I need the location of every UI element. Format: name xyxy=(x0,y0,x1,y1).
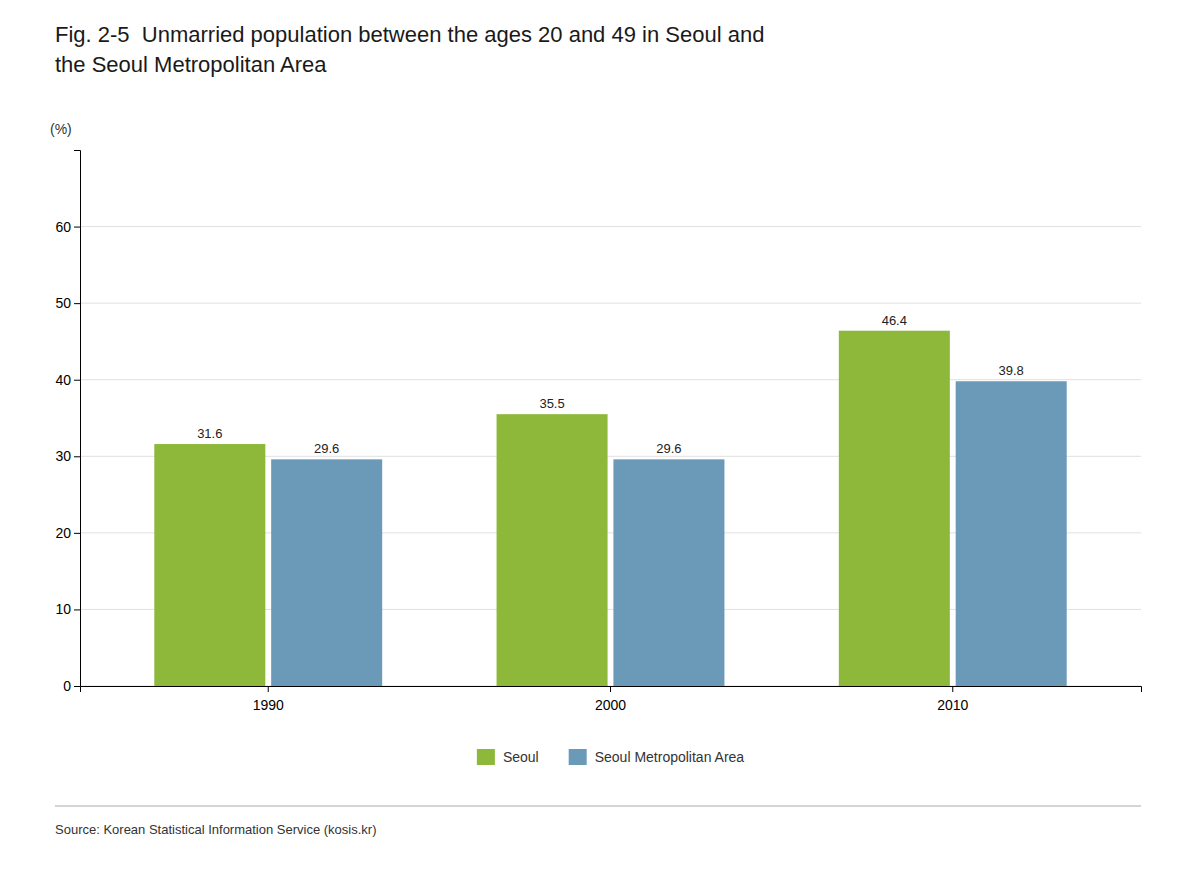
bar xyxy=(613,459,724,686)
legend-label: Seoul Metropolitan Area xyxy=(595,749,745,765)
series xyxy=(154,331,950,686)
grid-line xyxy=(80,303,1141,304)
y-tick-mark xyxy=(74,456,80,457)
y-tick: 60 xyxy=(55,219,80,235)
y-tick-label: 60 xyxy=(55,219,71,235)
y-axis-line xyxy=(74,151,81,687)
y-tick-label: 40 xyxy=(55,372,71,388)
y-tick-label: 0 xyxy=(63,678,71,694)
x-tick-label: 2000 xyxy=(595,697,626,713)
x-tick: 1990 xyxy=(253,686,284,713)
legend-swatch xyxy=(569,749,587,765)
separator xyxy=(55,806,1141,807)
y-axis: 0 10 20 30 40 50 60 xyxy=(55,151,80,694)
y-tick-mark xyxy=(74,303,80,304)
bar xyxy=(497,414,608,686)
y-tick-mark xyxy=(74,380,80,381)
y-tick-label: 10 xyxy=(55,601,71,617)
title-line: Fig. 2-5 Unmarried population between th… xyxy=(55,22,764,47)
grid-line xyxy=(80,226,1141,227)
data-label: 35.5 xyxy=(539,396,564,411)
y-tick: 10 xyxy=(55,601,80,617)
y-tick: 50 xyxy=(55,295,80,311)
legend: Seoul Seoul Metropolitan Area xyxy=(477,749,744,765)
y-tick: 0 xyxy=(63,678,80,694)
chart: Fig. 2-5 Unmarried population between th… xyxy=(0,0,1181,886)
bar xyxy=(839,331,950,686)
bars xyxy=(154,331,1066,686)
legend-label: Seoul xyxy=(503,749,539,765)
y-tick-label: 30 xyxy=(55,448,71,464)
data-label: 39.8 xyxy=(999,363,1024,378)
x-tick-label: 1990 xyxy=(253,697,284,713)
y-axis-label: (%) xyxy=(50,121,72,137)
y-tick-label: 50 xyxy=(55,295,71,311)
grid-line xyxy=(80,379,1141,380)
y-tick-mark xyxy=(74,533,80,534)
x-tick: 2000 xyxy=(595,686,626,713)
data-label: 29.6 xyxy=(314,441,339,456)
source: Source: Korean Statistical Information S… xyxy=(55,822,377,837)
data-label: 31.6 xyxy=(197,426,222,441)
title-line: the Seoul Metropolitan Area xyxy=(55,52,327,77)
y-tick: 40 xyxy=(55,372,80,388)
x-axis-line xyxy=(81,687,1142,693)
grid xyxy=(80,227,1141,686)
y-tick-mark xyxy=(74,227,80,228)
title: Fig. 2-5 Unmarried population between th… xyxy=(55,22,764,77)
x-axis: 1990 2000 2010 xyxy=(81,686,1142,713)
data-label: 29.6 xyxy=(656,441,681,456)
bar xyxy=(154,444,265,686)
data-label: 46.4 xyxy=(882,313,907,328)
x-tick: 2010 xyxy=(937,686,968,713)
legend-item: Seoul Metropolitan Area xyxy=(569,749,745,765)
y-tick-mark xyxy=(74,609,80,610)
y-tick-label: 20 xyxy=(55,525,71,541)
y-tick: 30 xyxy=(55,448,80,464)
legend-swatch xyxy=(477,749,495,765)
plot: 0 10 20 30 40 50 60 1990 2000 2010 31.6 35.5 46.4 29.… xyxy=(55,151,1141,714)
series xyxy=(271,381,1067,686)
bar xyxy=(956,381,1067,686)
legend-item: Seoul xyxy=(477,749,539,765)
x-tick-mark xyxy=(610,686,611,692)
x-tick-mark xyxy=(952,686,953,692)
bar xyxy=(271,459,382,686)
y-tick-mark xyxy=(74,686,80,687)
data-labels: 31.6 35.5 46.4 29.6 29.6 39.8 xyxy=(197,313,1024,457)
y-tick: 20 xyxy=(55,525,80,541)
x-tick-label: 2010 xyxy=(937,697,968,713)
x-tick-mark xyxy=(268,686,269,692)
